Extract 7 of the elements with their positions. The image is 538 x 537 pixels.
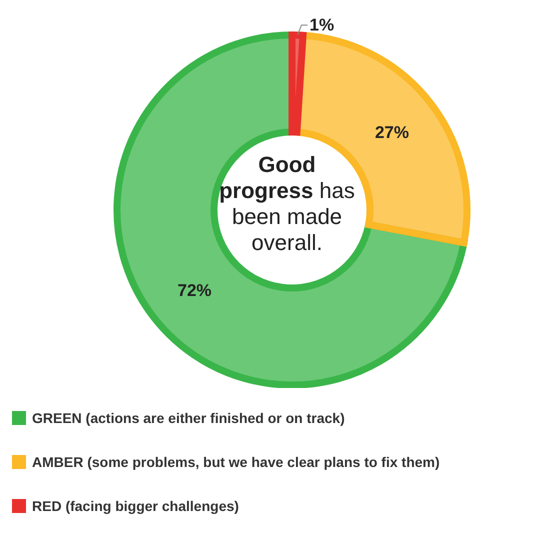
data-label: 1% xyxy=(309,16,334,35)
data-label: 27% xyxy=(374,122,409,142)
data-label: 72% xyxy=(178,281,212,300)
text: Good progress has been made overall. xyxy=(218,152,356,256)
legend-label: RED (facing bigger challenges) xyxy=(32,498,239,514)
legend-label: AMBER (some problems, but we have clear plans to fix them) xyxy=(32,454,440,470)
legend-label: GREEN (actions are either finished or on track) xyxy=(32,410,345,426)
